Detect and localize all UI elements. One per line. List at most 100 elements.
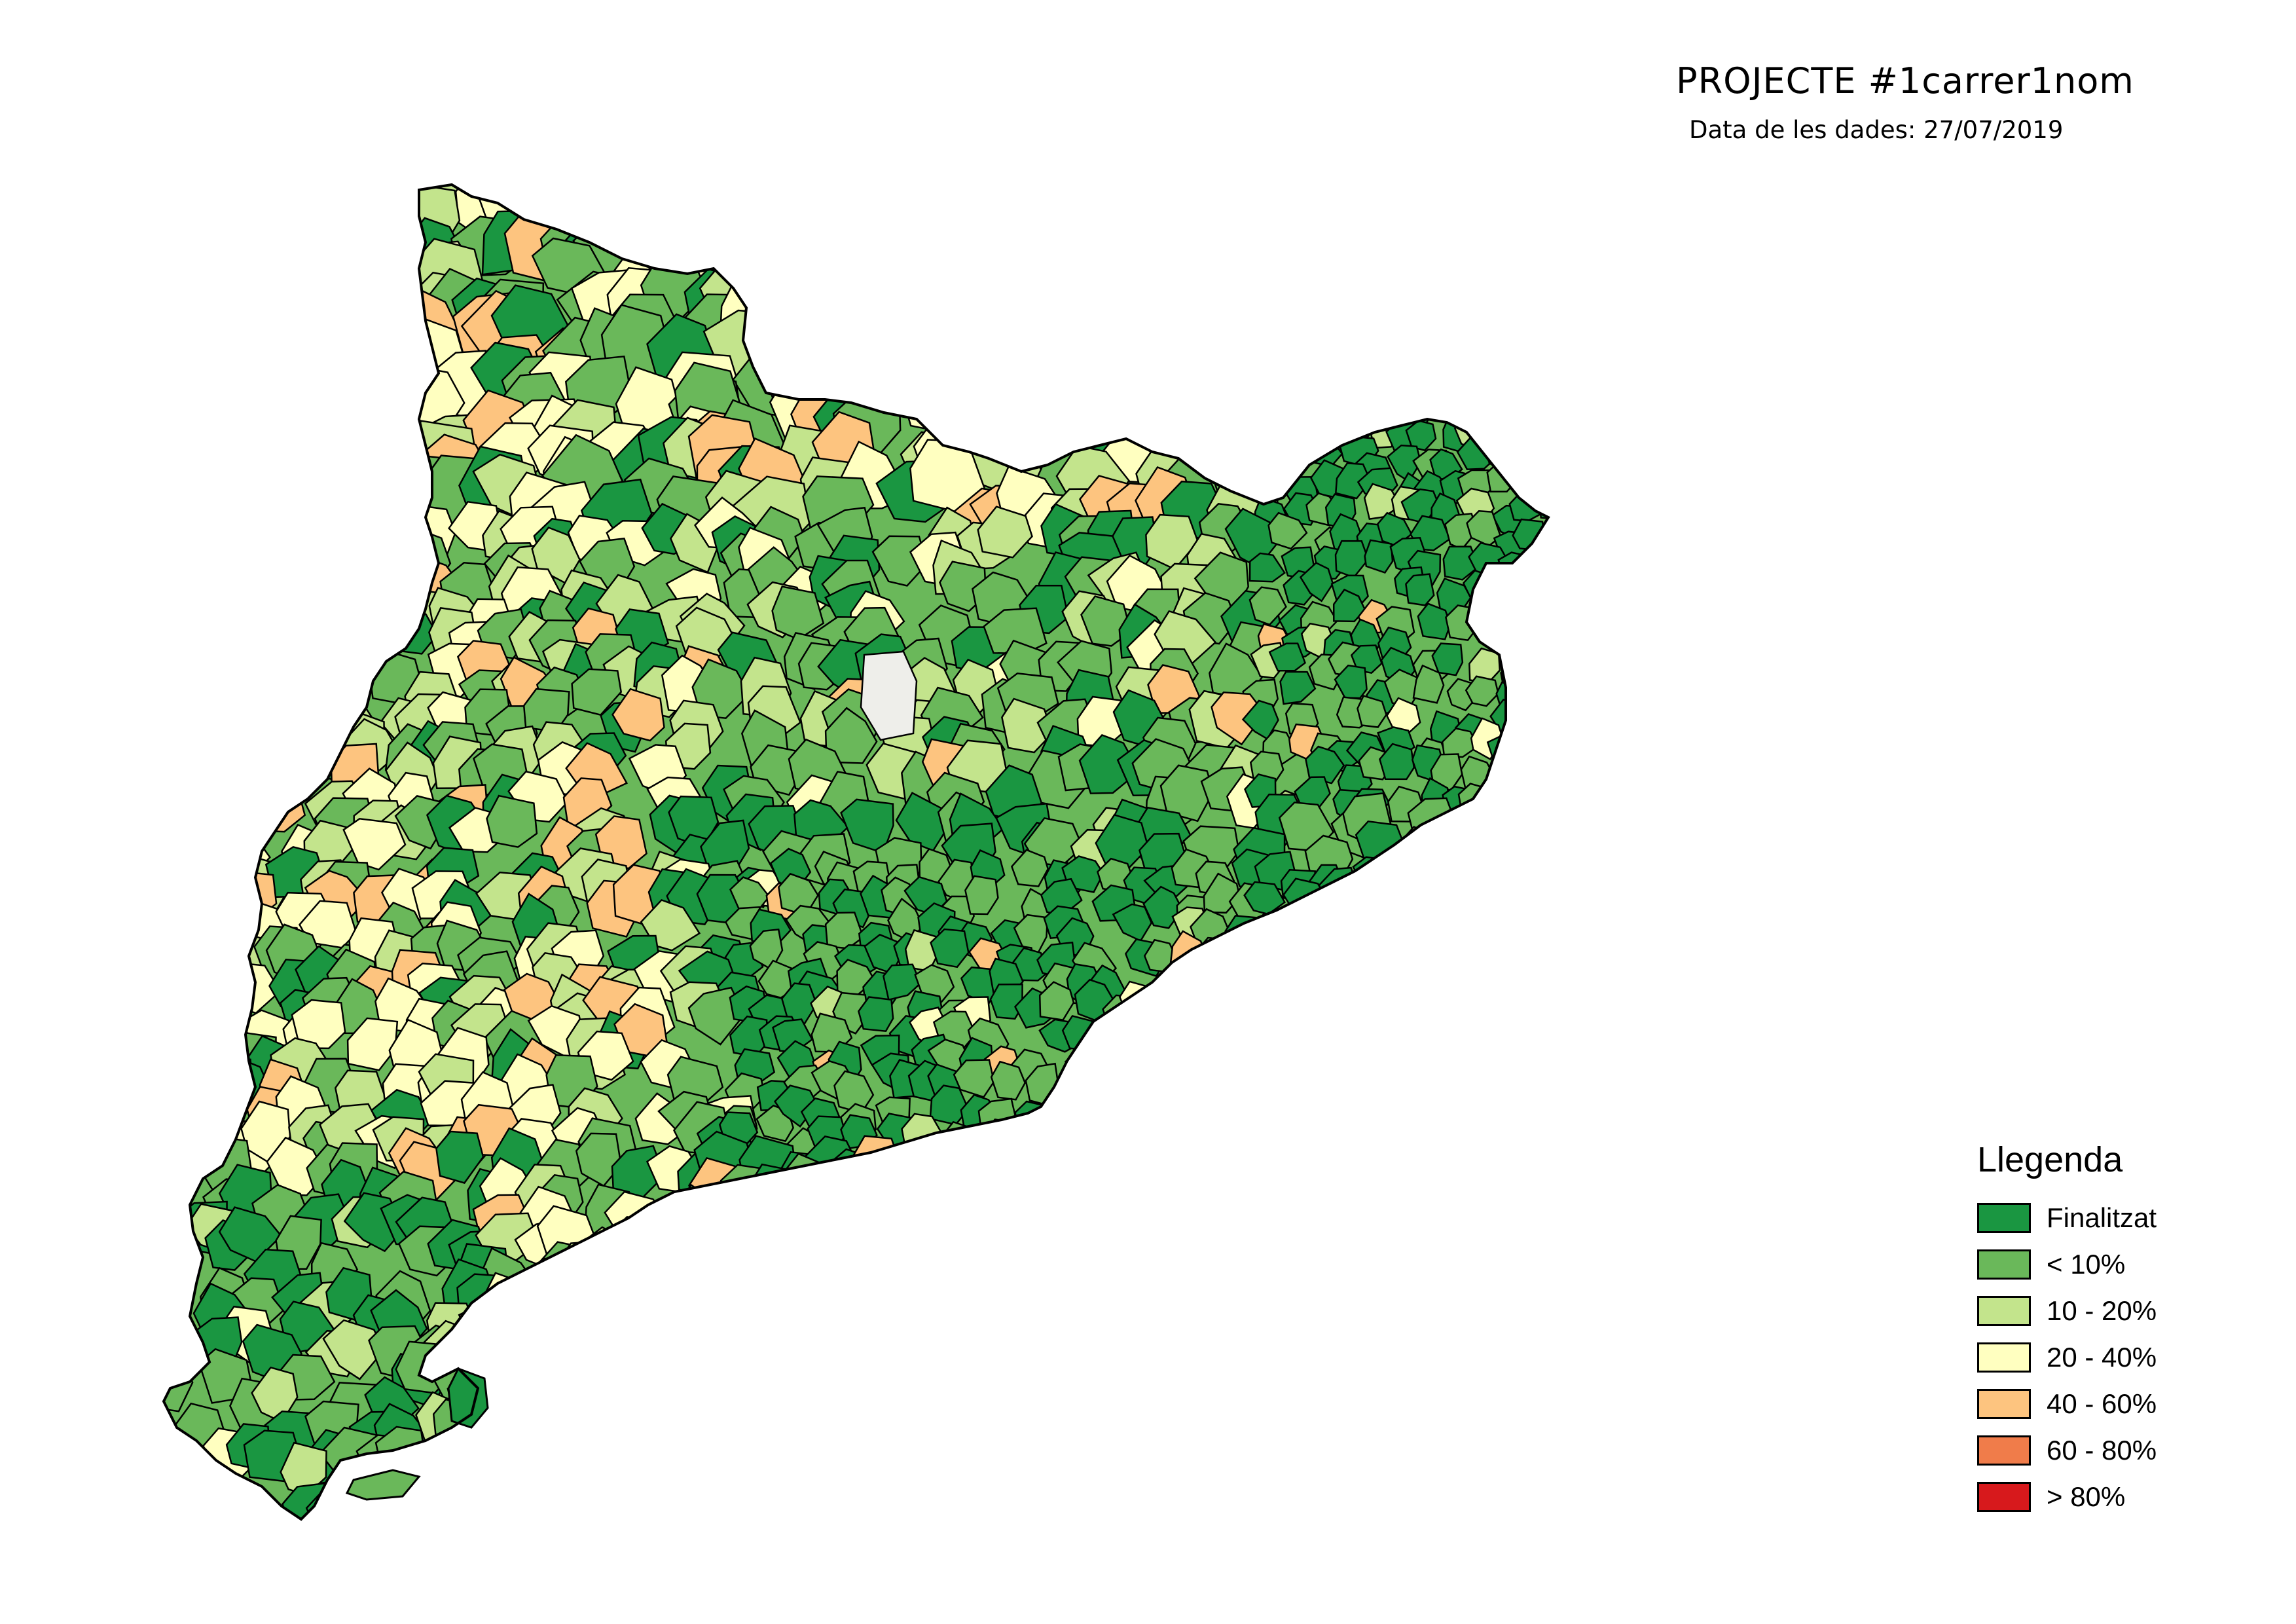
- municipality-area: [900, 211, 970, 285]
- municipality-area: [164, 344, 205, 412]
- municipality-area: [301, 400, 375, 464]
- municipality-area: [1408, 185, 1446, 193]
- municipality-area: [1326, 185, 1363, 212]
- municipality-area: [930, 928, 970, 969]
- municipality-area: [266, 312, 346, 387]
- municipality-area: [1520, 729, 1548, 770]
- municipality-area: [847, 185, 919, 194]
- municipality-area: [871, 240, 953, 310]
- municipality-area: [193, 424, 261, 497]
- municipality-area: [1245, 943, 1281, 983]
- municipality-area: [198, 657, 256, 715]
- municipality-area: [1395, 1173, 1449, 1229]
- municipality-area: [1258, 313, 1294, 348]
- municipality-area: [1416, 1471, 1474, 1519]
- municipality-area: [1046, 1158, 1097, 1209]
- municipality-area: [1080, 595, 1132, 647]
- municipality-area: [263, 185, 339, 212]
- municipality-area: [1288, 254, 1318, 289]
- municipality-area: [1543, 786, 1548, 819]
- municipality-area: [164, 891, 167, 953]
- municipality-area: [1542, 467, 1548, 502]
- municipality-area: [164, 271, 183, 342]
- municipality-area: [164, 691, 223, 741]
- municipality-area: [711, 1190, 765, 1245]
- municipality-area: [1142, 1153, 1200, 1216]
- municipality-area: [805, 1460, 853, 1517]
- municipality-area: [1453, 1179, 1508, 1236]
- municipality-area: [796, 1242, 859, 1298]
- municipality-area: [164, 1453, 182, 1516]
- municipality-area: [1503, 1053, 1544, 1089]
- municipality-area: [563, 1491, 613, 1519]
- municipality-area: [945, 1164, 1006, 1223]
- municipality-area: [321, 319, 403, 394]
- municipality-area: [1078, 1461, 1142, 1511]
- municipality-area: [1203, 399, 1281, 480]
- municipality-area: [1129, 227, 1207, 288]
- municipality-area: [329, 377, 407, 455]
- municipality-area: [1542, 1116, 1548, 1154]
- municipality-area: [1483, 185, 1520, 212]
- municipality-area: [1540, 648, 1548, 677]
- municipality-area: [639, 1359, 697, 1412]
- municipality-area: [938, 1139, 990, 1196]
- municipality-area: [1391, 1035, 1429, 1075]
- municipality-area: [267, 556, 323, 612]
- municipality-area: [1445, 1171, 1508, 1226]
- municipality-area: [1309, 354, 1347, 388]
- municipality-area: [1493, 749, 1525, 783]
- municipality-area: [1522, 1065, 1548, 1107]
- municipality-area: [877, 318, 941, 391]
- municipality-area: [1153, 1373, 1212, 1427]
- municipality-area: [1436, 997, 1477, 1039]
- municipality-area: [1313, 1484, 1369, 1519]
- municipality-area: [1440, 956, 1478, 1002]
- municipality-area: [1290, 1069, 1337, 1111]
- municipality-area: [879, 1303, 934, 1364]
- municipality-area: [1348, 360, 1385, 399]
- municipality-area: [1374, 1414, 1424, 1478]
- municipality-area: [239, 541, 302, 588]
- municipality-area: [164, 1105, 227, 1160]
- municipality-area: [1376, 880, 1413, 914]
- municipality-area: [820, 296, 888, 363]
- municipality-area: [948, 372, 1014, 447]
- municipality-area: [1543, 419, 1548, 454]
- municipality-area: [472, 185, 548, 196]
- municipality-area: [164, 585, 225, 648]
- municipality-area: [285, 185, 358, 226]
- municipality-area: [918, 1287, 977, 1346]
- municipality-area: [1453, 237, 1495, 272]
- municipality-area: [896, 268, 964, 329]
- legend-item-60-80: 60 - 80%: [1977, 1427, 2226, 1473]
- municipality-area: [1417, 602, 1451, 640]
- municipality-area: [283, 452, 348, 517]
- municipality-area: [828, 185, 899, 257]
- municipality-area: [1511, 1450, 1548, 1505]
- municipality-area: [1203, 205, 1283, 279]
- municipality-area: [1540, 698, 1548, 732]
- municipality-area: [912, 185, 985, 196]
- municipality-area: [164, 661, 198, 714]
- municipality-area: [1392, 340, 1430, 376]
- municipality-area: [824, 707, 878, 764]
- municipality-area: [973, 1130, 1027, 1183]
- municipality-area: [943, 1439, 1008, 1496]
- municipality-area: [1239, 1408, 1297, 1457]
- municipality-area: [1247, 1025, 1281, 1061]
- municipality-area: [765, 220, 830, 287]
- municipality-area: [1120, 263, 1192, 341]
- municipality-area: [1529, 1307, 1548, 1357]
- municipality-area: [1438, 344, 1478, 377]
- municipality-area: [1143, 268, 1215, 341]
- municipality-area: [1034, 1140, 1095, 1198]
- municipality-area: [164, 426, 207, 500]
- municipality-area: [972, 244, 1046, 322]
- municipality-area: [1209, 254, 1274, 318]
- municipality-area: [171, 853, 225, 907]
- municipality-area: [1195, 1401, 1254, 1452]
- municipality-area: [1069, 217, 1142, 293]
- municipality-area: [1389, 863, 1430, 903]
